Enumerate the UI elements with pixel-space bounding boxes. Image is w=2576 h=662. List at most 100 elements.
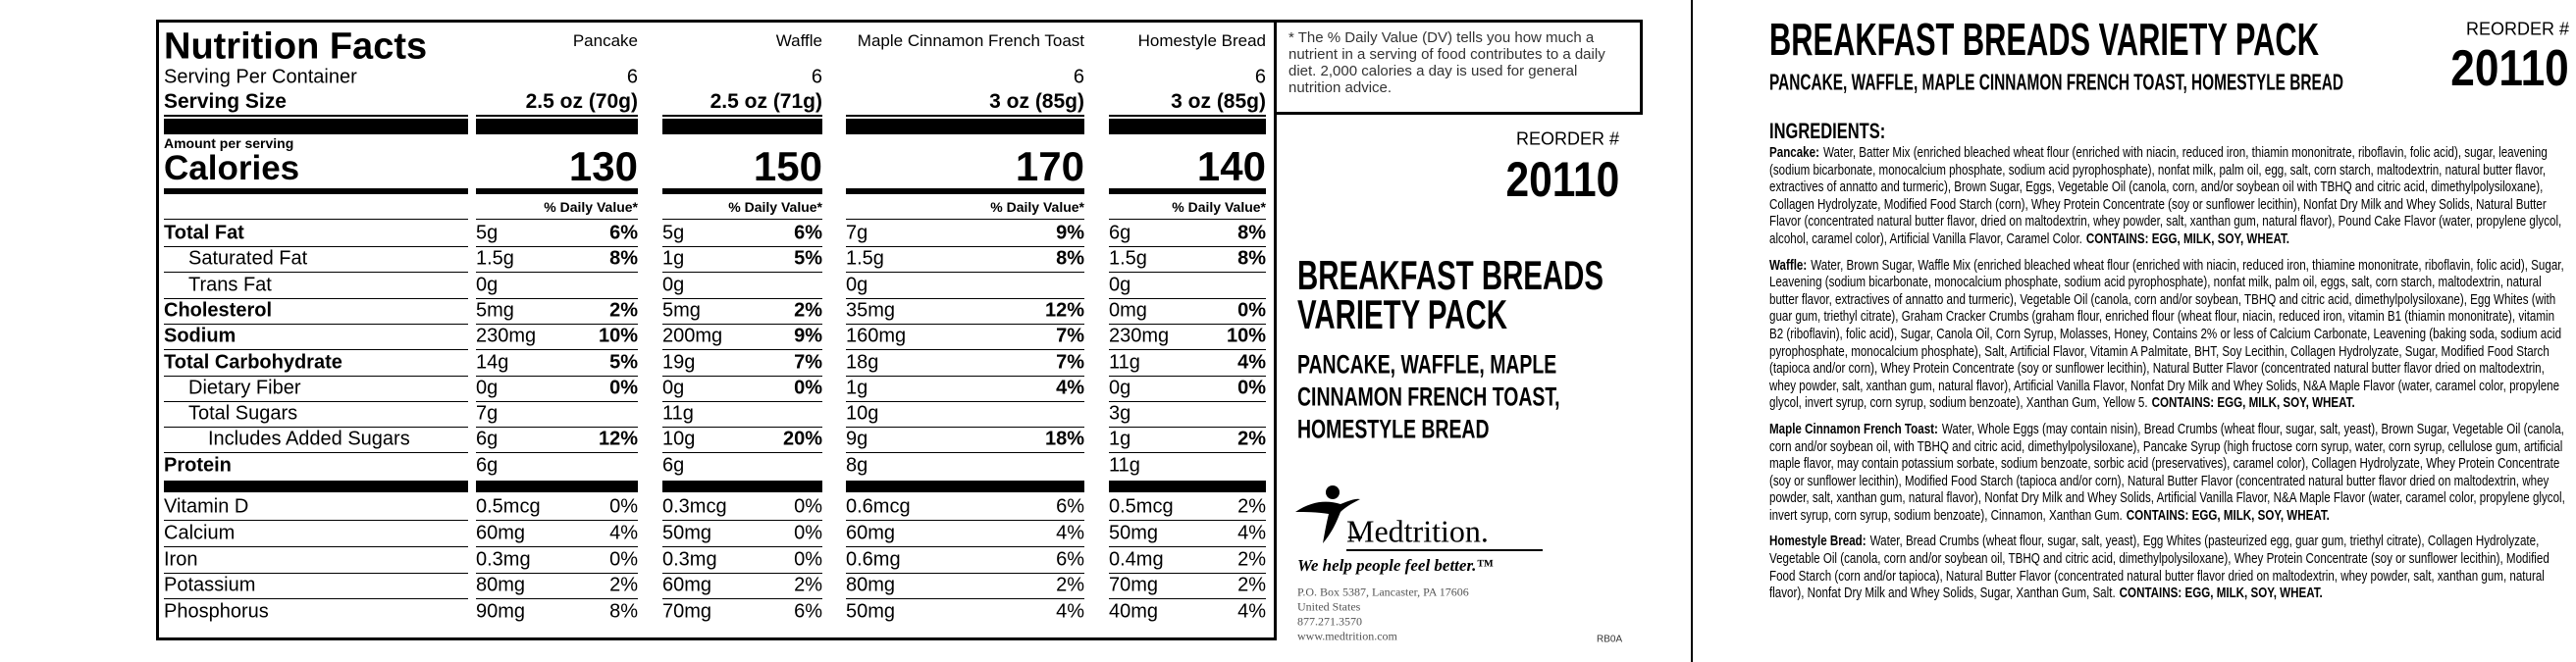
row-rule bbox=[1109, 427, 1266, 429]
logo-rule bbox=[1346, 549, 1543, 551]
amount-label: Amount per serving bbox=[164, 135, 294, 151]
vitamin-daily-value: 4% bbox=[1237, 522, 1266, 544]
row-rule bbox=[846, 427, 1084, 429]
product-name: Waffle bbox=[775, 31, 822, 50]
nutrient-amount: 1.5g bbox=[1109, 247, 1147, 270]
nutrient-amount: 0g bbox=[476, 274, 499, 296]
vitamin-label: Potassium bbox=[164, 574, 256, 596]
row-rule bbox=[846, 520, 1084, 521]
nutrient-amount: 0g bbox=[1109, 377, 1131, 399]
calories-value: 140 bbox=[1196, 143, 1266, 189]
ingredient-paragraph: Waffle: Water, Brown Sugar, Waffle Mix (e… bbox=[1769, 258, 2570, 413]
nutrient-amount: 7g bbox=[476, 402, 499, 425]
nutrient-label: Trans Fat bbox=[188, 274, 272, 296]
row-rule bbox=[476, 349, 638, 351]
ingredients-heading: INGREDIENTS: bbox=[1769, 119, 1886, 143]
row-rule bbox=[164, 572, 468, 574]
row-rule bbox=[164, 452, 468, 454]
ingredient-text: Water, Brown Sugar, Waffle Mix (enriched… bbox=[1769, 257, 2564, 412]
nutrient-amount: 11g bbox=[1109, 351, 1140, 373]
vitamin-amount: 90mg bbox=[476, 600, 526, 623]
ingredient-text: Water, Batter Mix (enriched bleached whe… bbox=[1769, 145, 2562, 247]
nutrient-daily-value: 5% bbox=[794, 247, 822, 270]
row-rule bbox=[662, 246, 822, 247]
nutrient-daily-value: 8% bbox=[1237, 222, 1266, 244]
row-rule bbox=[846, 297, 1084, 299]
row-rule bbox=[476, 375, 638, 377]
nutrient-daily-value: 10% bbox=[1226, 325, 1266, 347]
row-rule bbox=[1109, 272, 1266, 274]
column-medium-bar bbox=[662, 188, 822, 194]
label-thin-rule bbox=[164, 115, 468, 117]
row-rule bbox=[1109, 349, 1266, 351]
ingredient-text: Water, Bread Crumbs (wheat flour, sugar,… bbox=[1769, 534, 2550, 602]
nutrient-label: Includes Added Sugars bbox=[208, 428, 410, 450]
row-rule bbox=[476, 545, 638, 547]
nutrient-label: Sodium bbox=[164, 325, 237, 347]
nutrient-amount: 5mg bbox=[476, 299, 514, 322]
label-thick-bar bbox=[164, 481, 468, 492]
nutrient-amount: 11g bbox=[662, 402, 694, 425]
nutrient-amount: 0g bbox=[846, 274, 868, 296]
vitamin-daily-value: 2% bbox=[1056, 574, 1084, 596]
nutrient-amount: 18g bbox=[846, 351, 879, 373]
reorder-number: 20110 bbox=[1505, 152, 1619, 207]
product-name: Homestyle Bread bbox=[1137, 31, 1266, 50]
vitamin-amount: 40mg bbox=[1109, 600, 1159, 623]
column-thin-rule bbox=[1109, 219, 1266, 220]
nutrient-daily-value: 4% bbox=[1237, 351, 1266, 373]
vitamin-daily-value: 2% bbox=[1237, 574, 1266, 596]
row-rule bbox=[476, 427, 638, 429]
nutrient-daily-value: 12% bbox=[598, 428, 638, 450]
row-rule bbox=[1109, 323, 1266, 325]
row-rule bbox=[476, 272, 638, 274]
print-code: RB0A bbox=[1597, 634, 1623, 645]
calories-value: 130 bbox=[568, 143, 638, 189]
nutrient-daily-value: 8% bbox=[609, 247, 638, 270]
row-rule bbox=[846, 272, 1084, 274]
row-rule bbox=[846, 375, 1084, 377]
nutrient-label: Saturated Fat bbox=[188, 247, 308, 270]
nutrient-amount: 1g bbox=[846, 377, 868, 399]
logo-name: Medtrition. bbox=[1346, 513, 1489, 549]
nutrient-daily-value: 8% bbox=[1237, 247, 1266, 270]
row-rule bbox=[164, 297, 468, 299]
row-rule bbox=[476, 520, 638, 521]
nutrient-label: Protein bbox=[164, 454, 232, 477]
serving-size-label: Serving Size bbox=[164, 90, 287, 113]
row-rule bbox=[1109, 297, 1266, 299]
row-rule bbox=[1109, 520, 1266, 521]
column-thick-bar bbox=[1109, 119, 1266, 134]
nutrient-amount: 230mg bbox=[476, 325, 537, 347]
row-rule bbox=[846, 400, 1084, 402]
row-rule bbox=[846, 246, 1084, 247]
vitamin-amount: 60mg bbox=[846, 522, 896, 544]
vitamin-amount: 80mg bbox=[846, 574, 896, 596]
nutrient-amount: 0mg bbox=[1109, 299, 1147, 322]
nutrient-amount: 0g bbox=[1109, 274, 1131, 296]
label-thin-rule bbox=[164, 219, 468, 220]
column-thick-bar bbox=[662, 481, 822, 492]
ingredient-allergens: CONTAINS: EGG, MILK, SOY, WHEAT. bbox=[2119, 586, 2323, 602]
column-thin-rule bbox=[476, 219, 638, 220]
address-line: United States bbox=[1297, 599, 1361, 614]
nutrient-label: Cholesterol bbox=[164, 299, 273, 322]
nutrition-box bbox=[156, 20, 1277, 640]
vitamin-daily-value: 4% bbox=[1056, 600, 1084, 623]
nutrient-amount: 11g bbox=[1109, 454, 1140, 477]
row-rule bbox=[164, 598, 468, 600]
column-thin-rule bbox=[662, 219, 822, 220]
nutrient-daily-value: 12% bbox=[1044, 299, 1084, 322]
column-medium-bar bbox=[1109, 188, 1266, 194]
vitamin-label: Vitamin D bbox=[164, 495, 249, 518]
row-rule bbox=[164, 427, 468, 429]
nutrient-amount: 200mg bbox=[662, 325, 723, 347]
nutrient-amount: 6g bbox=[476, 454, 499, 477]
column-thin-rule bbox=[476, 115, 638, 117]
column-thick-bar bbox=[846, 481, 1084, 492]
serving-size-value: 3 oz (85g) bbox=[989, 90, 1084, 113]
ingredient-allergens: CONTAINS: EGG, MILK, SOY, WHEAT. bbox=[2151, 395, 2355, 412]
panel-divider bbox=[1691, 0, 1693, 662]
vitamin-daily-value: 2% bbox=[1237, 548, 1266, 571]
row-rule bbox=[662, 572, 822, 574]
